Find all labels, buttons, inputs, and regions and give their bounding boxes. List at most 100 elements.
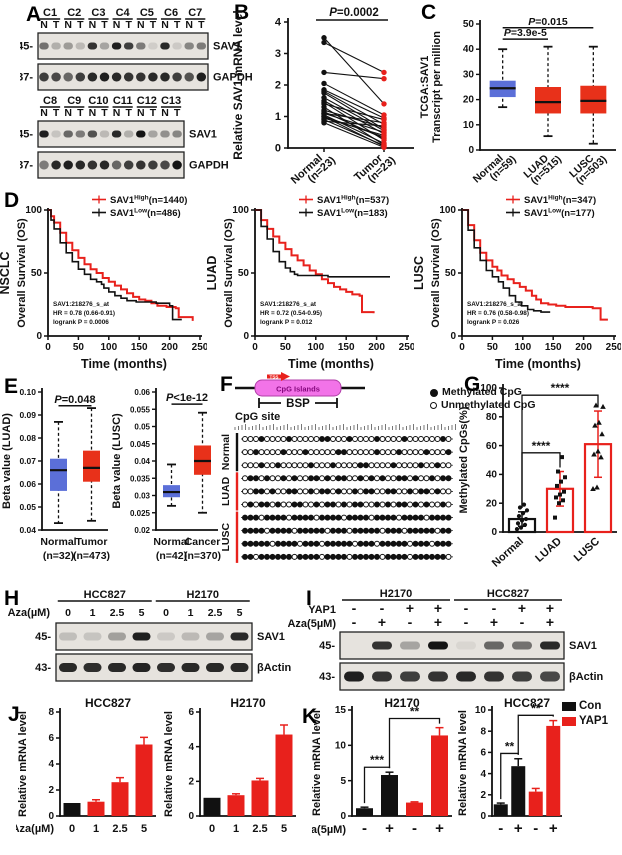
svg-text:(n=32): (n=32) bbox=[43, 550, 74, 562]
svg-text:20: 20 bbox=[486, 498, 498, 509]
svg-text:0.07: 0.07 bbox=[19, 456, 36, 466]
svg-text:4: 4 bbox=[188, 742, 194, 753]
svg-text:0.035: 0.035 bbox=[130, 474, 151, 483]
svg-text:C7: C7 bbox=[188, 7, 202, 19]
svg-text:H2170: H2170 bbox=[230, 696, 266, 710]
panel-d-km-luad: 0 50 100 0 50 100 150 200 250 SAV1High(n=537) SAV1… bbox=[205, 186, 416, 381]
svg-text:Relative SAV1 mRNA level: Relative SAV1 mRNA level bbox=[231, 10, 245, 159]
svg-text:T: T bbox=[198, 19, 205, 31]
svg-text:CpG Islands: CpG Islands bbox=[276, 385, 320, 394]
legend-yap1: YAP1 bbox=[562, 715, 608, 727]
svg-text:250: 250 bbox=[399, 342, 414, 353]
svg-text:45-: 45- bbox=[319, 640, 335, 652]
svg-text:0.09: 0.09 bbox=[19, 410, 36, 420]
svg-text:SAV1Low(n=486): SAV1Low(n=486) bbox=[110, 208, 181, 220]
svg-text:LUAD: LUAD bbox=[220, 476, 232, 506]
svg-text:5: 5 bbox=[139, 607, 145, 619]
svg-text:N: N bbox=[40, 19, 48, 31]
svg-text:40: 40 bbox=[463, 44, 475, 55]
svg-text:Relative mRNA level: Relative mRNA level bbox=[458, 710, 469, 816]
svg-text:+: + bbox=[435, 820, 444, 837]
svg-text:βActin: βActin bbox=[569, 671, 603, 683]
svg-text:100: 100 bbox=[25, 205, 42, 216]
svg-text:0: 0 bbox=[65, 607, 71, 619]
svg-text:0: 0 bbox=[45, 342, 51, 353]
panel-label-e: E bbox=[4, 375, 19, 398]
svg-text:H2170: H2170 bbox=[187, 589, 219, 601]
svg-text:37-: 37- bbox=[20, 160, 33, 172]
svg-text:10: 10 bbox=[475, 705, 487, 716]
svg-text:C8: C8 bbox=[43, 95, 57, 107]
svg-text:250: 250 bbox=[606, 342, 621, 353]
panel-label-h: H bbox=[4, 587, 20, 610]
svg-text:C11: C11 bbox=[113, 95, 133, 107]
svg-text:***: *** bbox=[370, 753, 384, 767]
svg-text:Aza(5µM): Aza(5µM) bbox=[288, 618, 336, 630]
svg-text:N: N bbox=[113, 19, 121, 31]
svg-text:4: 4 bbox=[480, 769, 486, 780]
svg-text:+: + bbox=[434, 614, 442, 630]
svg-text:LUSC: LUSC bbox=[220, 523, 232, 552]
legend-con: Con bbox=[562, 700, 608, 712]
svg-text:0: 0 bbox=[450, 331, 456, 342]
svg-text:0.03: 0.03 bbox=[134, 492, 150, 501]
svg-text:150: 150 bbox=[131, 342, 148, 353]
svg-text:100: 100 bbox=[514, 342, 531, 353]
svg-text:200: 200 bbox=[575, 342, 592, 353]
svg-text:100: 100 bbox=[232, 205, 249, 216]
svg-text:+: + bbox=[518, 600, 526, 616]
svg-text:-: - bbox=[464, 614, 469, 630]
e2-svg: 0.02 0.025 0.03 0.035 0.04 0.045 0.05 0.055 0.06… bbox=[111, 388, 221, 562]
svg-text:43-: 43- bbox=[319, 671, 335, 683]
svg-text:+: + bbox=[546, 600, 554, 616]
svg-text:0: 0 bbox=[252, 342, 258, 353]
svg-text:H2170: H2170 bbox=[384, 696, 420, 710]
svg-text:Time (months): Time (months) bbox=[495, 357, 581, 371]
svg-text:Beta value (LUSC): Beta value (LUSC) bbox=[111, 413, 123, 509]
svg-text:5: 5 bbox=[141, 823, 147, 835]
svg-text:2.5: 2.5 bbox=[208, 607, 223, 619]
svg-text:SAV1:218276_s_at: SAV1:218276_s_at bbox=[260, 301, 317, 308]
svg-text:0.04: 0.04 bbox=[134, 457, 150, 466]
svg-text:+: + bbox=[378, 614, 386, 630]
svg-text:2: 2 bbox=[188, 777, 194, 788]
legend-con-label: Con bbox=[579, 700, 602, 712]
panel-a-blot-bottom: C8 N T C9 N T C10 N T C11 N T C12 N T C13 N T 45- SAV1 37- GA… bbox=[17, 94, 255, 187]
svg-text:HR = 0.76 (0.58-0.98): HR = 0.76 (0.58-0.98) bbox=[467, 310, 529, 317]
svg-text:C10: C10 bbox=[88, 95, 108, 107]
svg-text:0.045: 0.045 bbox=[130, 440, 151, 449]
svg-text:0.055: 0.055 bbox=[130, 405, 151, 414]
svg-text:Transcript per million: Transcript per million bbox=[431, 31, 443, 143]
svg-text:3: 3 bbox=[275, 48, 281, 60]
svg-text:50: 50 bbox=[487, 342, 499, 353]
svg-text:SAV1:218276_s_at: SAV1:218276_s_at bbox=[53, 301, 110, 308]
svg-text:T: T bbox=[53, 19, 60, 31]
svg-text:****: **** bbox=[551, 381, 570, 395]
svg-text:**: ** bbox=[531, 701, 541, 715]
panel-j-barchart-hcc827: 0 2 4 6 8 0 1 2.5 5 HCC827 Aza(µM) Relative mRNA le… bbox=[12, 696, 162, 855]
svg-text:T: T bbox=[150, 107, 157, 119]
svg-text:0: 0 bbox=[275, 143, 281, 155]
svg-text:N: N bbox=[64, 107, 72, 119]
svg-text:2.5: 2.5 bbox=[112, 823, 127, 835]
svg-text:logrank P = 0.0006: logrank P = 0.0006 bbox=[53, 319, 109, 326]
svg-text:50: 50 bbox=[445, 268, 457, 279]
panel-label-d: D bbox=[4, 189, 20, 212]
e1-svg: 0.04 0.05 0.06 0.07 0.08 0.09 0.10 Normal (n=32)… bbox=[1, 387, 110, 562]
svg-text:15: 15 bbox=[335, 705, 347, 716]
svg-text:HCC827: HCC827 bbox=[487, 588, 529, 600]
svg-text:+: + bbox=[490, 614, 498, 630]
panel-f-legend: Methylated CpG Unmethylated CpG bbox=[430, 386, 536, 412]
svg-text:P=0.048: P=0.048 bbox=[54, 394, 95, 406]
panel-k-barchart-hcc827: 0 2 4 6 8 10- + - + ** ** HCC827 Relative mRNA level bbox=[457, 696, 573, 855]
svg-text:LUSC: LUSC bbox=[572, 535, 602, 564]
svg-text:SAV1Low(n=183): SAV1Low(n=183) bbox=[317, 208, 388, 220]
svg-text:1: 1 bbox=[188, 607, 194, 619]
svg-text:HCC827: HCC827 bbox=[85, 696, 131, 710]
svg-text:0.06: 0.06 bbox=[134, 388, 150, 397]
svg-text:T: T bbox=[101, 107, 108, 119]
svg-text:T: T bbox=[125, 107, 132, 119]
